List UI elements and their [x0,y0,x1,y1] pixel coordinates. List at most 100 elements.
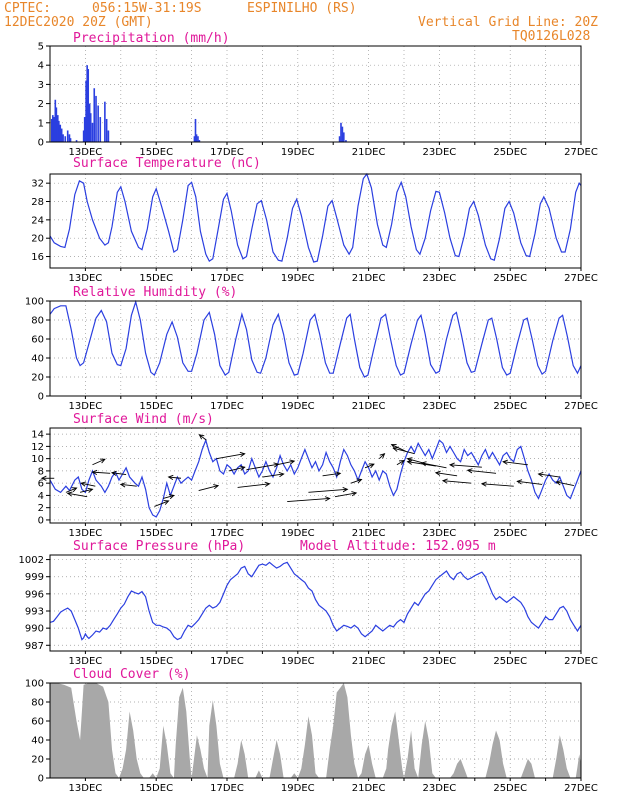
wind-xtick-label: 25DEC [493,528,527,539]
wind-vector-head [239,465,246,471]
header-grid-note: Vertical Grid Line: 20Z [418,15,599,30]
pressure-xtick-label: 21DEC [352,656,386,667]
wind-gridlines [50,428,581,523]
wind-vector [441,478,472,484]
wind-vector [40,475,55,481]
temperature-xtick-label: 21DEC [352,273,386,284]
wind-vector [390,444,406,452]
wind-vector-shaft [81,482,96,487]
pressure-ytick-label: 1002 [19,555,44,566]
wind-vector-shaft [92,458,106,466]
temperature-frame [49,173,582,269]
precip-bar [83,117,86,142]
temperature-ytick-label: 28 [31,197,44,208]
wind-vector-head [167,474,174,481]
wind-vector-head [87,487,94,493]
temperature-xtick-label: 13DEC [69,273,103,284]
humidity-ytick-label: 20 [31,373,44,384]
wind-vector-head [502,459,508,465]
precip-bar [60,128,63,142]
wind-vector-shaft [393,447,415,455]
wind-vector-head [516,479,523,485]
precip-bar [197,136,199,142]
humidity-ytick-label: 80 [31,316,44,327]
humidity-ytick-label: 40 [31,354,44,365]
humidity-xtick-label: 17DEC [210,401,244,412]
pressure-panel: Surface Pressure (hPa) Model Altitude: 15… [19,539,598,667]
humidity-line [49,299,582,378]
humidity-title: Relative Humidity (%) [73,285,237,300]
cloud-xtick-label: 15DEC [139,783,173,794]
precip-xtick-label: 27DEC [564,147,598,158]
temperature-xtick-label: 27DEC [564,273,598,284]
cloud-frame [49,682,582,779]
wind-vector-shaft [163,494,175,499]
wind-vector [364,463,375,469]
wind-vector [228,465,246,472]
wind-vector-shaft [287,498,330,502]
wind-vector-shaft [199,434,207,441]
temperature-panel: Surface Temperature (nC) 16 20 24 28 32 13DEC 1… [31,156,598,284]
wind-xtick-label: 17DEC [210,528,244,539]
wind-vector-shaft [237,483,270,488]
wind-vector-shaft [154,500,169,507]
wind-vector [262,472,285,478]
humidity-xtick-label: 19DEC [281,401,315,412]
wind-vector-shaft [276,460,295,466]
wind-frame [49,427,582,524]
pressure-xtick-label: 19DEC [281,656,315,667]
pressure-title: Surface Pressure (hPa) [73,539,245,554]
wind-vector-head [466,468,473,474]
precip-panel: Precipitation (mm/h) 0 1 2 3 4 5 13DEC 15DEC 17DE… [38,31,598,158]
wind-vector-head [198,434,205,440]
wind-xtick-label: 15DEC [139,528,173,539]
wind-vector [79,487,94,493]
precip-bar [54,99,57,142]
precip-xtick-label: 17DEC [210,147,244,158]
wind-vector-head [99,458,106,464]
pressure-frame [49,554,582,652]
precip-bar [62,134,64,142]
wind-vector-shaft [503,461,528,466]
pressure-ytick-label: 993 [25,607,44,618]
cloud-area [50,683,581,778]
temperature-title: Surface Temperature (nC) [73,156,261,171]
pressure-ytick-label: 999 [25,572,44,583]
cloud-gridlines [50,683,581,778]
precip-bar [53,117,56,142]
temperature-xtick-label: 17DEC [210,273,244,284]
precip-bar [104,101,106,142]
pressure-gridlines [50,555,581,651]
precip-bar [50,118,53,142]
wind-vector-shaft [517,480,543,485]
precip-bar [97,105,99,142]
wind-vector [378,453,386,459]
precip-bar [345,140,347,142]
wind-vector-head [368,463,375,469]
wind-vector-shaft [350,479,362,484]
precip-xtick-label: 23DEC [423,147,457,158]
wind-vector-head [168,494,175,500]
wind-vector-head [264,481,271,487]
precip-bar [68,134,71,142]
temperature-ytick-label: 24 [31,215,44,226]
wind-vector [392,446,415,455]
wind-vector [322,471,342,477]
cloud-xtick-label: 27DEC [564,783,598,794]
wind-vector-shaft [322,472,341,477]
wind-vector-shaft [481,483,514,487]
humidity-ytick-label: 60 [31,335,44,346]
wind-vector-shaft [92,471,111,474]
wind-ytick-label: 14 [31,430,44,441]
wind-vector-head [392,446,399,452]
wind-vector [434,470,458,477]
precip-bar [340,122,342,142]
wind-title: Surface Wind (m/s) [73,412,214,427]
wind-vector [480,481,514,487]
precip-bar [341,126,344,142]
wind-vector [396,459,405,466]
humidity-xtick-label: 13DEC [69,401,103,412]
wind-vector-head [324,496,331,502]
precip-ytick-label: 5 [38,42,44,53]
pressure-ytick-label: 987 [25,641,44,652]
